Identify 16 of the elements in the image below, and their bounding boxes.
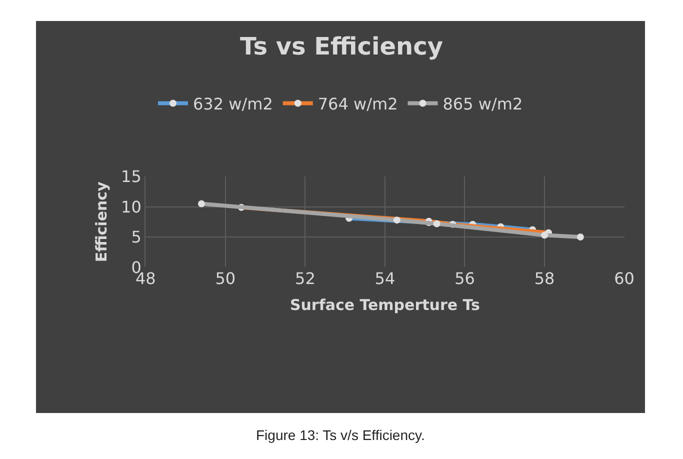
y-tick-label: 15	[121, 167, 142, 186]
y-axis-title: Efficiency	[92, 181, 110, 262]
y-tick-label: 5	[131, 228, 142, 247]
x-tick-label: 50	[215, 269, 236, 288]
x-tick-label: 54	[374, 269, 396, 288]
x-tick-label: 60	[614, 269, 634, 288]
x-tick-label: 52	[295, 269, 316, 288]
x-tick-label: 58	[534, 269, 555, 288]
x-axis-title: Surface Temperture Ts	[290, 296, 480, 314]
legend-label: 764 w/m2	[318, 94, 398, 114]
y-tick-label: 10	[121, 197, 142, 216]
chart-title: Ts vs Efficiency	[240, 32, 444, 60]
x-tick-label: 56	[454, 269, 475, 288]
legend-label: 865 w/m2	[442, 94, 523, 114]
caption: Figure 13: Ts v/s Efficiency.	[256, 427, 425, 443]
legend-label: 632 w/m2	[193, 94, 273, 114]
